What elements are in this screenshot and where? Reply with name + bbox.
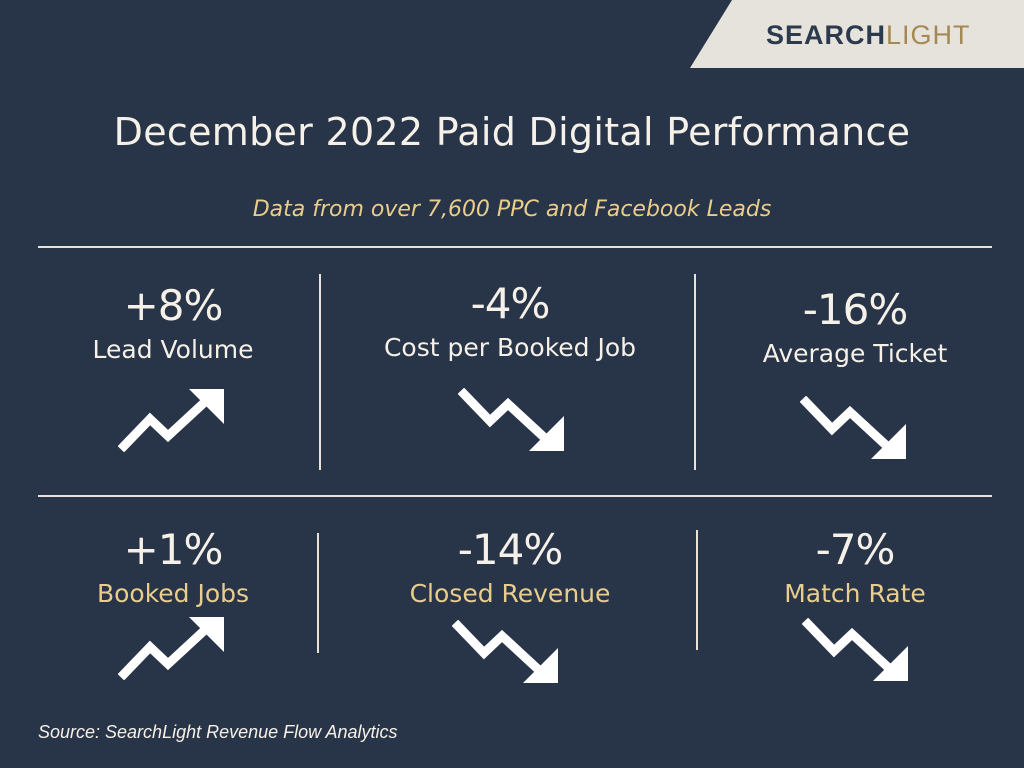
top-divider — [38, 246, 992, 248]
metric-lead-volume: +8% Lead Volume — [38, 282, 308, 366]
vertical-divider-4 — [696, 530, 698, 650]
vertical-divider-2 — [694, 274, 696, 470]
down-arrow-icon — [458, 388, 564, 451]
metric-label: Closed Revenue — [409, 579, 611, 608]
up-arrow-icon — [118, 389, 224, 452]
metric-label: Lead Volume — [92, 335, 254, 364]
metric-label: Cost per Booked Job — [383, 333, 637, 362]
metric-value: -16% — [802, 285, 909, 334]
page-subtitle: Data from over 7,600 PPC and Facebook Le… — [252, 197, 772, 222]
logo-tab — [690, 0, 1024, 68]
searchlight-logo: SEARCHLIGHT — [766, 20, 996, 50]
metric-value: -14% — [457, 525, 564, 574]
down-arrow-icon — [800, 396, 906, 459]
source-note: Source: SearchLight Revenue Flow Analyti… — [38, 722, 398, 742]
metric-cost-per-booked-job: -4% Cost per Booked Job — [330, 280, 690, 364]
metric-label: Booked Jobs — [96, 579, 250, 608]
logo-part-1: SEARCH — [766, 20, 887, 50]
metric-label: Match Rate — [784, 579, 926, 608]
metric-value: +1% — [123, 525, 224, 574]
metric-average-ticket: -16% Average Ticket — [710, 286, 1000, 370]
page-title: December 2022 Paid Digital Performance — [113, 110, 911, 154]
metric-match-rate: -7% Match Rate — [710, 526, 1000, 610]
metric-booked-jobs: +1% Booked Jobs — [38, 526, 308, 610]
vertical-divider-3 — [317, 533, 319, 653]
up-arrow-icon — [118, 617, 224, 680]
metric-label: Average Ticket — [762, 339, 948, 368]
down-arrow-icon — [802, 618, 908, 681]
middle-divider — [38, 495, 992, 497]
down-arrow-icon — [452, 620, 558, 683]
metric-value: +8% — [123, 281, 224, 330]
metric-closed-revenue: -14% Closed Revenue — [330, 526, 690, 610]
vertical-divider-1 — [319, 274, 321, 470]
logo-part-2: LIGHT — [886, 20, 971, 50]
metric-value: -7% — [815, 525, 896, 574]
metric-value: -4% — [470, 279, 551, 328]
